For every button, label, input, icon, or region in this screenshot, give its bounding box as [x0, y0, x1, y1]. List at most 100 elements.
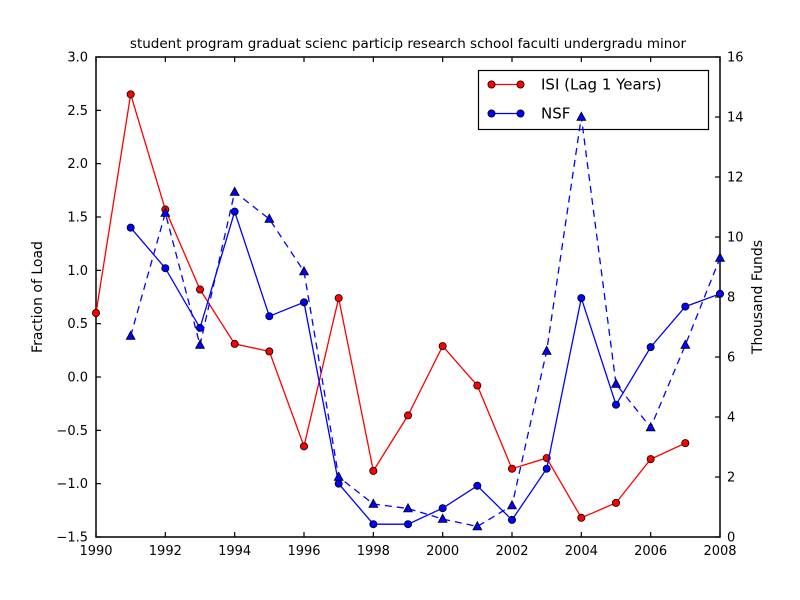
y-tick-label-right: 10: [727, 231, 744, 246]
data-point: [506, 499, 518, 510]
series-isi-lag-1-years: [92, 90, 690, 522]
axes-layer: 1990 1992 1994 1996 1998 2000 2002 2004 2006 2008…: [56, 51, 743, 560]
data-point: [334, 479, 343, 488]
data-point: [126, 90, 135, 99]
data-point: [438, 342, 447, 351]
data-point: [714, 252, 726, 262]
y-tick-label-left: 1.0: [67, 264, 88, 279]
chart-title: student program graduat scienc particip …: [129, 36, 687, 52]
data-point: [473, 481, 482, 490]
legend-marker-icon: [487, 80, 496, 89]
data-point: [645, 421, 656, 432]
x-tick-label: 2002: [495, 544, 528, 559]
data-point: [681, 439, 690, 448]
data-point: [646, 343, 655, 352]
data-point: [507, 464, 516, 473]
y-tick-label-left: 0.5: [67, 317, 88, 332]
series-line-isi-lag-1-years: [95, 94, 686, 519]
data-point: [577, 294, 586, 303]
legend-box: [477, 69, 710, 131]
data-point: [541, 345, 552, 355]
data-point: [369, 520, 378, 529]
data-point: [369, 466, 378, 475]
y-tick-label-left: −0.5: [56, 424, 88, 439]
y-tick-label-right: 4: [727, 411, 735, 426]
data-point: [265, 347, 274, 356]
data-point: [194, 339, 206, 349]
y-tick-label-left: 1.5: [67, 211, 88, 226]
y-tick-label-left: −1.0: [56, 477, 88, 492]
data-point: [437, 513, 448, 523]
y-axis-label-right: Thousand Funds: [750, 239, 766, 355]
data-point: [577, 513, 586, 522]
x-tick-label: 2004: [565, 544, 598, 559]
x-tick-label: 1992: [149, 544, 182, 559]
data-point: [472, 520, 483, 531]
data-point: [403, 411, 412, 420]
data-point: [403, 520, 412, 529]
y-tick-label-right: 14: [727, 111, 744, 126]
data-point: [230, 339, 239, 348]
y-tick-label-right: 2: [727, 471, 735, 486]
x-tick-label: 2000: [426, 544, 459, 559]
solid-series-layer: [92, 90, 725, 529]
dashed-series-layer: [125, 111, 726, 531]
x-tick-label: 2008: [703, 544, 736, 559]
data-point: [507, 515, 516, 524]
series-nsf-solid: [126, 207, 725, 529]
series-line-nsf-dashed-right-axis: [130, 116, 721, 528]
data-point: [298, 265, 310, 276]
data-point: [473, 381, 482, 390]
data-point: [681, 302, 690, 311]
y-axis-label-left: Fraction of Load: [30, 241, 46, 353]
data-point: [265, 312, 274, 321]
data-point: [368, 498, 379, 508]
x-tick-label: 1990: [79, 544, 112, 559]
y-tick-label-right: 8: [727, 291, 735, 306]
series-line-nsf-solid: [130, 209, 721, 525]
y-tick-label-left: 2.0: [67, 157, 88, 172]
data-point: [610, 378, 622, 388]
y-tick-label-right: 12: [727, 171, 744, 186]
data-point: [195, 323, 204, 332]
data-point: [716, 289, 725, 298]
data-point: [125, 330, 136, 340]
data-point: [334, 294, 343, 303]
x-tick-label: 1998: [357, 544, 390, 559]
y-tick-label-left: 2.5: [67, 104, 88, 119]
data-point: [229, 186, 240, 196]
legend-marker-icon: [516, 80, 525, 89]
y-tick-label-left: −1.5: [56, 531, 88, 546]
legend: ISI (Lag 1 Years) NSF: [477, 69, 710, 131]
data-point: [576, 111, 587, 121]
data-point: [230, 207, 239, 216]
data-point: [126, 223, 135, 232]
data-point: [333, 471, 344, 481]
data-point: [299, 298, 308, 307]
data-point: [299, 442, 308, 451]
legend-label-nsf: NSF: [541, 105, 570, 123]
series-nsf-dashed-right-axis: [125, 111, 726, 531]
data-point: [542, 464, 551, 473]
data-point: [92, 308, 101, 317]
y-tick-label-right: 0: [727, 531, 735, 546]
data-point: [438, 504, 447, 513]
data-point: [612, 400, 621, 409]
data-point: [402, 502, 414, 513]
data-point: [264, 213, 275, 223]
data-point: [612, 498, 621, 507]
legend-entry-nsf: NSF: [487, 105, 570, 123]
y-tick-label-left: 3.0: [67, 51, 88, 66]
x-tick-label: 1994: [218, 544, 251, 559]
data-point: [195, 285, 204, 294]
legend-entry-isi: ISI (Lag 1 Years): [487, 76, 662, 94]
legend-label-isi: ISI (Lag 1 Years): [541, 76, 662, 94]
data-point: [646, 455, 655, 464]
x-tick-label: 1996: [287, 544, 320, 559]
data-point: [160, 207, 171, 217]
legend-marker-icon: [487, 109, 496, 118]
x-tick-label: 2006: [634, 544, 667, 559]
legend-marker-icon: [516, 109, 525, 118]
